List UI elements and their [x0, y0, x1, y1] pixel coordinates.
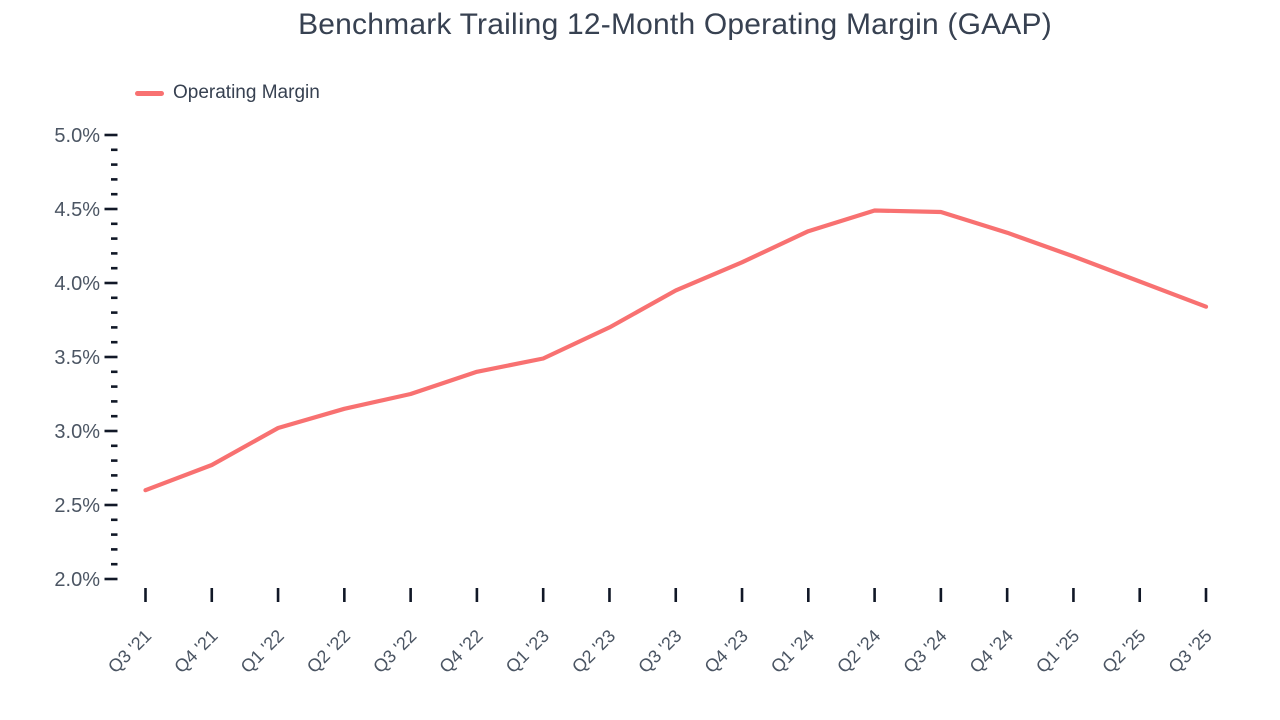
x-axis-tick — [1072, 588, 1075, 602]
y-axis-tick-label: 5.0% — [54, 125, 100, 147]
x-axis-tick-label: Q4 '24 — [966, 626, 1017, 677]
x-axis-tick — [144, 588, 147, 602]
x-axis-tick — [541, 588, 545, 602]
x-axis-tick-label: Q3 '24 — [899, 626, 950, 677]
y-axis-minor-tick — [111, 237, 118, 240]
y-axis-minor-tick — [111, 370, 118, 374]
y-axis-major-tick — [104, 355, 118, 359]
legend-swatch-icon — [135, 90, 164, 96]
y-axis-minor-tick — [111, 548, 118, 551]
x-axis-tick — [1138, 588, 1142, 602]
y-axis-minor-tick — [111, 459, 118, 462]
legend-label: Operating Margin — [173, 82, 320, 103]
x-axis-tick — [873, 588, 876, 602]
x-axis-tick — [475, 588, 479, 602]
y-axis-major-tick — [104, 207, 118, 211]
x-axis-tick-label: Q4 '23 — [701, 626, 752, 677]
y-axis-tick-label: 2.5% — [54, 495, 100, 517]
y-axis-minor-tick — [111, 444, 118, 448]
x-axis-tick-label: Q2 '24 — [833, 626, 884, 677]
x-axis-tick — [674, 588, 678, 602]
x-axis-tick — [343, 588, 346, 602]
x-axis-tick-label: Q4 '21 — [170, 626, 221, 677]
y-axis-minor-tick — [111, 311, 118, 314]
y-axis-major-tick — [104, 429, 118, 433]
y-axis-minor-tick — [111, 340, 118, 344]
x-axis-tick-label: Q2 '23 — [568, 626, 619, 677]
y-axis-tick-label: 4.5% — [54, 199, 100, 221]
y-axis-minor-tick — [111, 178, 118, 181]
y-axis-minor-tick — [111, 192, 118, 196]
y-axis-tick-label: 3.0% — [54, 421, 100, 443]
x-axis-tick-label: Q4 '22 — [435, 626, 486, 677]
y-axis-minor-tick — [111, 533, 118, 536]
y-axis-minor-tick — [111, 163, 118, 166]
y-axis-tick-label: 3.5% — [54, 347, 100, 369]
series-line-operating-margin — [143, 208, 1209, 493]
y-axis-tick-label: 4.0% — [54, 273, 100, 295]
y-axis-minor-tick — [111, 414, 118, 418]
y-axis-minor-tick — [111, 326, 118, 329]
y-axis-minor-tick — [111, 222, 118, 226]
x-axis-tick — [276, 588, 280, 602]
x-axis-tick-label: Q2 '25 — [1098, 626, 1149, 677]
y-axis-tick-label: 2.0% — [54, 569, 100, 591]
x-axis-tick-label: Q2 '22 — [303, 626, 354, 677]
y-axis-major-tick — [104, 577, 118, 581]
y-axis-major-tick — [104, 281, 118, 285]
x-axis-tick-label: Q1 '22 — [237, 626, 288, 677]
x-axis-tick-label: Q3 '25 — [1165, 626, 1216, 677]
y-axis-major-tick — [104, 133, 118, 137]
x-axis-tick-label: Q1 '25 — [1032, 626, 1083, 677]
legend: Operating Margin — [135, 82, 320, 104]
x-axis-tick — [1204, 588, 1208, 602]
x-axis-tick — [939, 588, 943, 602]
y-axis-minor-tick — [111, 562, 118, 566]
y-axis-minor-tick — [111, 385, 118, 388]
y-axis-minor-tick — [111, 400, 118, 403]
y-axis-minor-tick — [111, 148, 118, 152]
x-axis-tick-label: Q3 '21 — [104, 626, 155, 677]
x-axis-tick-label: Q1 '23 — [502, 626, 553, 677]
y-axis-major-tick — [104, 503, 118, 507]
x-axis-tick — [608, 588, 611, 602]
y-axis-minor-tick — [111, 518, 118, 522]
y-axis-minor-tick — [111, 266, 118, 270]
x-axis-tick — [409, 588, 412, 602]
y-axis-minor-tick — [111, 488, 118, 492]
x-axis-tick — [807, 588, 810, 602]
y-axis-minor-tick — [111, 252, 118, 255]
x-axis-tick-label: Q1 '24 — [767, 626, 818, 677]
x-axis-tick — [210, 588, 214, 602]
y-axis-minor-tick — [111, 296, 118, 300]
x-axis-tick-label: Q3 '23 — [634, 626, 685, 677]
x-axis-tick — [1005, 588, 1009, 602]
chart-title: Benchmark Trailing 12-Month Operating Ma… — [298, 8, 1052, 41]
x-axis-tick-label: Q3 '22 — [369, 626, 420, 677]
y-axis-minor-tick — [111, 474, 118, 477]
x-axis-tick — [740, 588, 744, 602]
